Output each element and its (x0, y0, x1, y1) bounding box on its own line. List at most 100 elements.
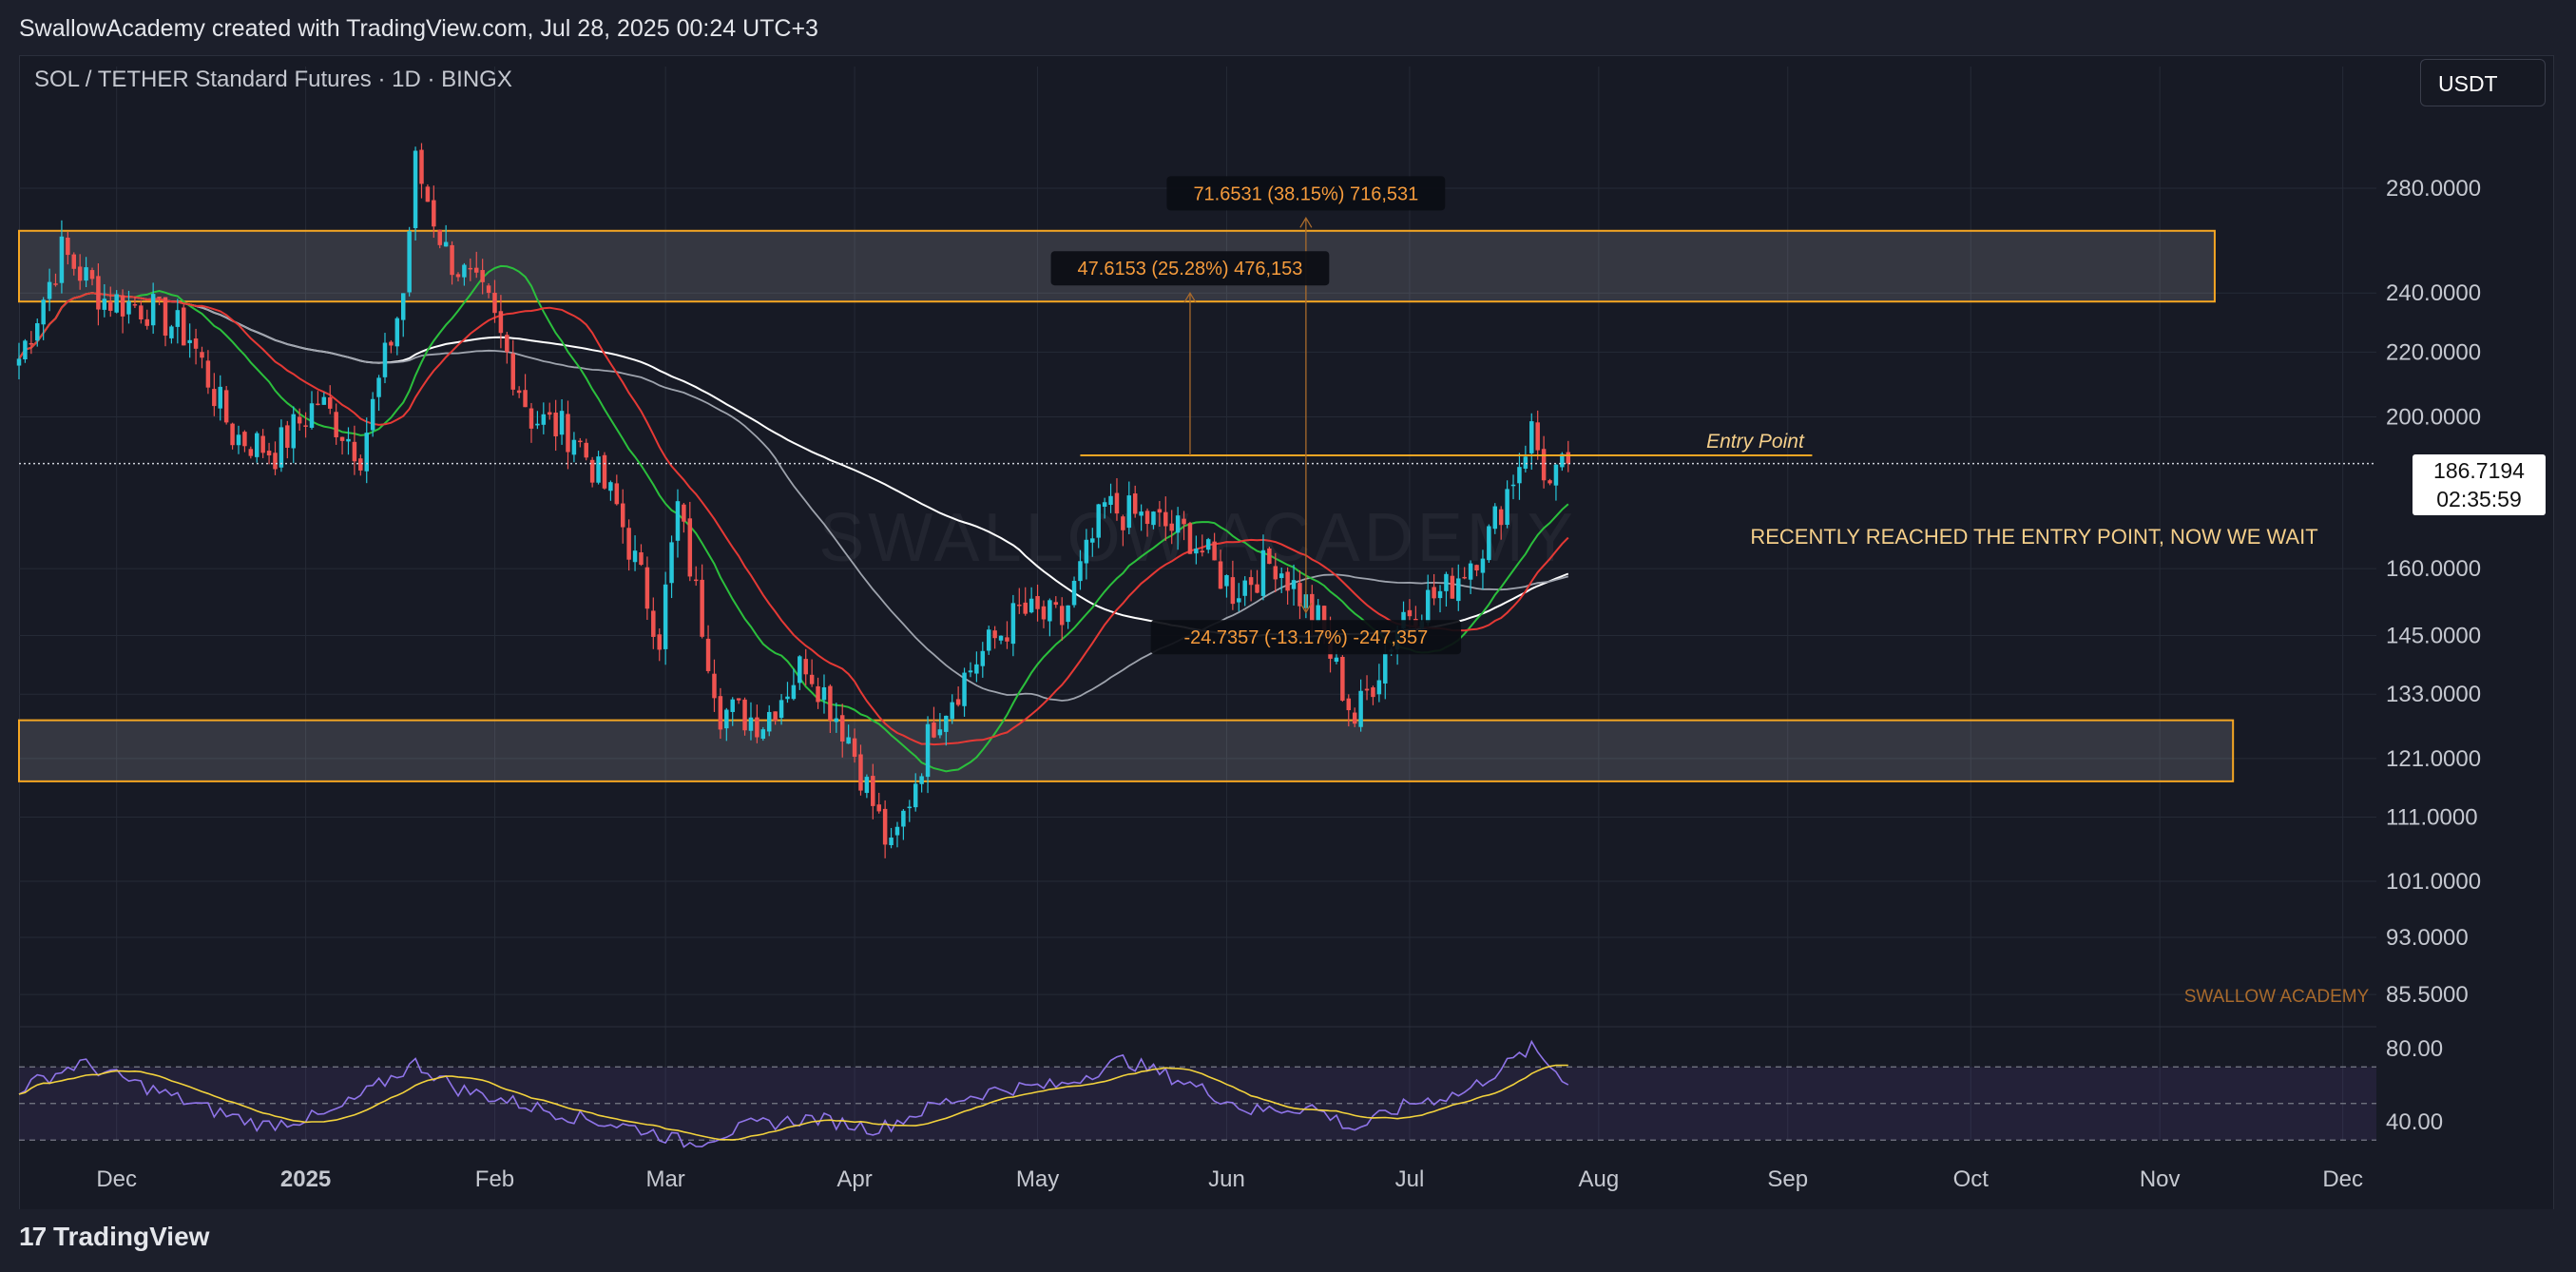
candle-body (1132, 493, 1138, 514)
candle-body (614, 483, 620, 505)
candle-body (389, 341, 394, 346)
candle-body (1205, 539, 1211, 550)
candle-body (1066, 605, 1070, 623)
measure-arrow-icon (1299, 602, 1313, 614)
candle-body (169, 326, 174, 338)
candle-body (1071, 580, 1077, 606)
candle-body (1548, 480, 1552, 484)
candle-body (1487, 526, 1491, 561)
candle-body (1017, 604, 1022, 607)
measure-label: 47.6153 (25.28%) 476,153 (1078, 259, 1303, 279)
candle-body (1157, 509, 1163, 513)
candle-body (516, 390, 522, 394)
candle-body (1432, 587, 1436, 599)
candle-body (1358, 690, 1363, 727)
tradingview-brand-text: TradingView (53, 1222, 210, 1251)
candle-body (486, 285, 491, 293)
bottom-bar (0, 1209, 2576, 1272)
candle-body (852, 738, 857, 758)
overlays-layer: Entry Point 71.6531 (38.15%) 716,531 47.61… (19, 176, 2376, 655)
rsi-ma-line (18, 1064, 1568, 1141)
candle-body (700, 579, 704, 637)
measure-label-box (1050, 251, 1330, 286)
candle-body (358, 458, 363, 471)
candle-body (505, 335, 509, 353)
candle-body (687, 518, 693, 577)
candle-body (139, 305, 144, 319)
candle-body (1505, 489, 1509, 526)
candle-body (864, 777, 870, 794)
candle-body (1376, 680, 1382, 695)
candle-body (510, 353, 515, 390)
candle-body (1340, 656, 1345, 701)
x-tick-label: Nov (2140, 1166, 2181, 1192)
candle-body (602, 454, 607, 489)
candle-body (455, 274, 461, 278)
candle-body (89, 270, 95, 279)
candle-body (84, 267, 88, 281)
candle-body (352, 441, 357, 462)
bar-countdown: 02:35:59 (2436, 487, 2522, 511)
candle-body (1035, 596, 1040, 609)
candle-body (1291, 580, 1297, 589)
candle-body (71, 254, 76, 269)
candle-body (248, 449, 254, 456)
candle-body (462, 264, 467, 278)
candle-body (132, 303, 138, 306)
currency-button[interactable]: USDT (2420, 59, 2546, 106)
candle-body (1352, 712, 1357, 724)
y-tick-label: 220.0000 (2386, 339, 2481, 365)
grid-lines (19, 67, 2376, 1141)
candle-body (1425, 589, 1431, 623)
candle-body (675, 501, 681, 541)
measure-arrow-icon (1299, 217, 1313, 228)
candle-body (919, 776, 924, 784)
candle-body (41, 299, 46, 325)
candle-body (529, 408, 534, 429)
x-tick-label: 2025 (280, 1166, 331, 1192)
candle-body (218, 386, 222, 409)
tradingview-logo[interactable]: 17 TradingView (19, 1222, 209, 1252)
candle-body (1541, 449, 1547, 481)
candle-body (144, 318, 149, 326)
candle-body (907, 806, 913, 809)
candle-body (682, 504, 686, 522)
candle-body (992, 630, 997, 639)
candle-body (523, 390, 528, 408)
candle-body (279, 427, 284, 468)
candle-body (1048, 600, 1052, 622)
candle-body (1163, 511, 1168, 527)
candle-body (663, 584, 668, 649)
measure-label-box (1166, 176, 1446, 211)
candle-body (1523, 456, 1528, 469)
candle-body (419, 149, 424, 184)
y-tick-label: 280.0000 (2386, 176, 2481, 202)
candle-body (858, 754, 863, 791)
candle-body (1383, 653, 1388, 684)
x-tick-label: Dec (96, 1166, 137, 1192)
candle-body (821, 686, 827, 701)
candle-body (535, 423, 540, 426)
x-tick-label: Jun (1208, 1166, 1245, 1192)
y-tick-label: 121.0000 (2386, 746, 2481, 772)
candle-body (400, 293, 406, 320)
x-tick-label: Oct (1953, 1166, 1990, 1192)
candle-body (980, 650, 986, 666)
candle-body (437, 229, 442, 245)
candle-body (1102, 502, 1107, 508)
candle-body (1517, 467, 1522, 484)
candle-body (236, 434, 241, 446)
candle-body (230, 423, 235, 446)
rsi-tick-label: 40.00 (2386, 1109, 2443, 1135)
candle-body (712, 673, 717, 699)
candle-body (1566, 452, 1571, 464)
candle-body (1139, 511, 1144, 516)
candle-body (1480, 558, 1486, 573)
entry-label: Entry Point (1706, 431, 1805, 453)
candle-body (187, 339, 192, 343)
symbol-label: SOL / TETHER Standard Futures · 1D · BIN… (34, 67, 512, 92)
candle-body (1474, 565, 1479, 571)
candle-body (450, 244, 454, 276)
candle-body (1364, 688, 1370, 691)
